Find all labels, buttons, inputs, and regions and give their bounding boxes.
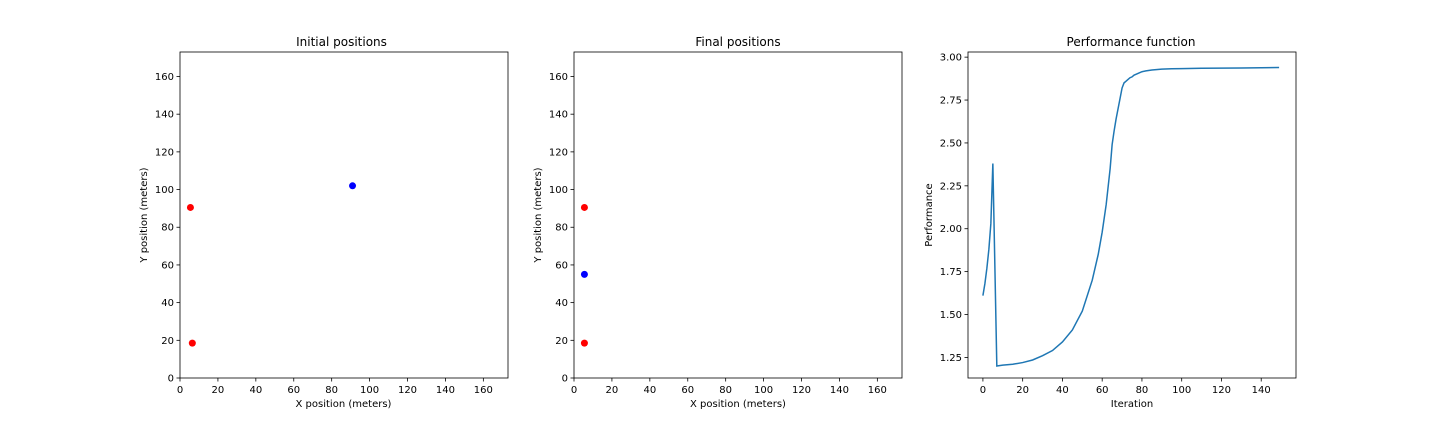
plot-area: 0 20 40 60 80 100 120 140 1.25 1.50 1.75 2.00 2.25 2.… bbox=[940, 51, 1297, 396]
plot-area: 0 20 40 60 80 100 120 140 160 0 20 40 60 80 100 120 140 1… bbox=[549, 51, 903, 396]
x-tick-label: 40 bbox=[249, 385, 262, 396]
panel-final-positions: Final positions 0 20 40 60 80 100 120 140 160 0 20… bbox=[533, 35, 903, 410]
y-tick-label: 60 bbox=[555, 260, 568, 271]
axes-frame bbox=[967, 51, 1297, 379]
scatter-point bbox=[188, 339, 196, 347]
y-tick-label: 140 bbox=[155, 110, 174, 121]
x-tick-label: 0 bbox=[980, 385, 986, 396]
axes-frame bbox=[179, 51, 509, 379]
y-tick-label: 120 bbox=[155, 147, 174, 158]
x-tick-label: 120 bbox=[1212, 385, 1231, 396]
x-tick-label: 60 bbox=[681, 385, 694, 396]
x-tick-label: 80 bbox=[1136, 385, 1149, 396]
series-line bbox=[982, 66, 1280, 367]
y-tick-label: 160 bbox=[549, 72, 568, 83]
y-tick-label: 20 bbox=[161, 336, 174, 347]
y-axis-label: Y position (meters) bbox=[533, 167, 544, 263]
chart-title: Initial positions bbox=[296, 35, 387, 49]
y-tick-label: 60 bbox=[161, 260, 174, 271]
x-tick-label: 100 bbox=[1172, 385, 1191, 396]
x-tick-label: 100 bbox=[360, 385, 379, 396]
y-tick-label: 0 bbox=[168, 374, 174, 385]
x-tick-label: 40 bbox=[1056, 385, 1069, 396]
x-tick-label: 140 bbox=[830, 385, 849, 396]
x-tick-label: 140 bbox=[436, 385, 455, 396]
panel-initial-positions: Initial positions 0 20 40 60 80 100 120 140 1600… bbox=[139, 35, 509, 410]
panel-performance-function: Performance function 0 20 40 60 80 100 120 140 1… bbox=[924, 35, 1297, 410]
x-tick-label: 160 bbox=[474, 385, 493, 396]
y-tick-label: 100 bbox=[549, 185, 568, 196]
y-tick-label: 20 bbox=[555, 336, 568, 347]
scatter-point bbox=[580, 339, 588, 347]
y-tick-label: 2.50 bbox=[940, 138, 962, 149]
y-tick-label: 2.75 bbox=[940, 96, 962, 107]
y-tick-label: 1.75 bbox=[940, 267, 962, 278]
y-tick-label: 120 bbox=[549, 147, 568, 158]
y-tick-label: 1.50 bbox=[940, 310, 962, 321]
x-tick-label: 140 bbox=[1252, 385, 1271, 396]
x-tick-label: 80 bbox=[719, 385, 732, 396]
x-tick-label: 20 bbox=[1016, 385, 1029, 396]
y-tick-label: 2.25 bbox=[940, 181, 962, 192]
y-tick-label: 2.00 bbox=[940, 224, 962, 235]
chart-title: Performance function bbox=[1067, 35, 1196, 49]
scatter-point bbox=[186, 203, 194, 211]
y-tick-label: 40 bbox=[555, 298, 568, 309]
y-axis-label: Performance bbox=[924, 183, 935, 246]
y-tick-label: 1.25 bbox=[940, 353, 962, 364]
scatter-point bbox=[580, 203, 588, 211]
x-tick-label: 160 bbox=[868, 385, 887, 396]
y-tick-label: 140 bbox=[549, 110, 568, 121]
y-tick-label: 40 bbox=[161, 298, 174, 309]
x-tick-label: 40 bbox=[643, 385, 656, 396]
x-tick-label: 120 bbox=[398, 385, 417, 396]
y-tick-label: 80 bbox=[555, 223, 568, 234]
x-tick-label: 60 bbox=[1096, 385, 1109, 396]
axes-frame bbox=[573, 51, 903, 379]
scatter-point bbox=[580, 270, 588, 278]
x-axis-label: Iteration bbox=[1111, 399, 1153, 410]
x-tick-label: 20 bbox=[212, 385, 225, 396]
x-tick-label: 120 bbox=[792, 385, 811, 396]
x-tick-label: 80 bbox=[325, 385, 338, 396]
y-tick-label: 0 bbox=[562, 374, 568, 385]
x-axis-label: X position (meters) bbox=[296, 399, 392, 410]
y-tick-label: 160 bbox=[155, 72, 174, 83]
x-tick-label: 60 bbox=[287, 385, 300, 396]
y-tick-label: 3.00 bbox=[940, 53, 962, 64]
x-axis-label: X position (meters) bbox=[690, 399, 786, 410]
x-tick-label: 0 bbox=[177, 385, 183, 396]
x-tick-label: 20 bbox=[606, 385, 619, 396]
y-axis-label: Y position (meters) bbox=[139, 167, 150, 263]
chart-title: Final positions bbox=[695, 35, 780, 49]
x-tick-label: 0 bbox=[571, 385, 577, 396]
y-tick-label: 100 bbox=[155, 185, 174, 196]
x-tick-label: 100 bbox=[754, 385, 773, 396]
y-tick-label: 80 bbox=[161, 223, 174, 234]
plot-area: 0 20 40 60 80 100 120 140 160 0 20 40 60 80 100 120 140 1… bbox=[155, 51, 509, 396]
scatter-point bbox=[349, 182, 357, 190]
